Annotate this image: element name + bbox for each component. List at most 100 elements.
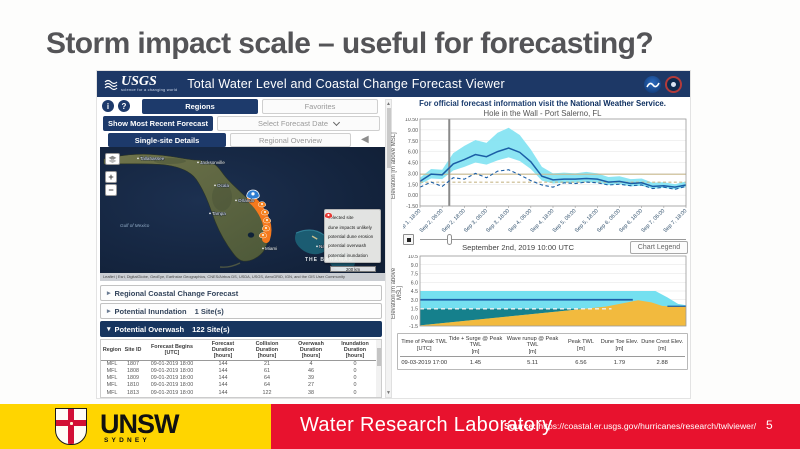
collapse-panel-arrow-icon[interactable]: ◀ [361,134,369,145]
overwash-site-pin[interactable] [261,225,271,232]
table-header-cell: Wave runup @ Peak TWL [m] [502,335,563,358]
footer-source: Source: https://coastal.er.usgs.gov/hurr… [504,421,756,431]
table-header-cell: Collision Duration [hours] [245,340,289,361]
source-url[interactable]: https://coastal.er.usgs.gov/hurricanes/r… [538,421,757,431]
x-tick-label: Sep 5, 06:00 [552,208,578,232]
noaa-logo-icon [644,75,661,93]
city-label: Ocala [217,183,229,188]
accordion-arrow-icon: ▾ [107,326,111,333]
tab-regions[interactable]: Regions [142,99,258,114]
show-most-recent-forecast-button[interactable]: Show Most Recent Forecast [103,116,213,131]
series-line [419,147,687,188]
x-tick-label: Sep 6, 18:00 [618,208,644,232]
beach-profile-chart: 10.5 9.0 7.5 6.0 4.5 3.0 1.5 0.0 -1.5 [408,255,687,329]
table-cell: 0 [353,382,357,389]
accordion-badge: 1 Site(s) [194,306,224,316]
footer-brand: Water Research Laboratory [300,414,553,436]
map-legend: selected site dune impacts unlikely potent… [324,209,381,263]
accordion-regional-coastal-change[interactable]: ▸ Regional Coastal Change Forecast [100,285,382,301]
overwash-site-pin[interactable] [258,232,268,239]
table-row[interactable]: MFL 1809 09-01-2019 18:00 144 64 39 0 [101,375,377,382]
zoom-in-button[interactable]: + [105,171,117,183]
overwash-site-pin[interactable] [257,201,267,208]
twl-timeseries-chart: 10.509.007.506.004.503.001.500.00-1.50Se… [403,118,688,232]
sites-table-body: MFL 1807 09-01-2019 18:00 144 21 4 0 MFL 1808 09-… [101,361,377,398]
table-row[interactable]: MFL 1810 09-01-2019 18:00 144 64 27 0 [101,382,377,390]
time-slider-handle[interactable] [447,234,452,245]
table-cell: 09-01-2019 18:00 [150,360,194,367]
unsw-logo-subtext: SYDNEY [104,437,150,444]
table-header-cell: Inundation Duration [hours] [333,340,377,361]
svg-text:10.50: 10.50 [405,118,418,123]
snapshot-timestamp: September 2nd, 2019 10:00 UTC [462,243,574,252]
app-title: Total Water Level and Coastal Change For… [187,77,505,91]
map[interactable]: Tallahassee Jacksonville Ocala Orlando Tampa… [100,147,385,281]
page-number: 5 [766,418,773,432]
lake-okeechobee [247,232,255,238]
selected-site-marker[interactable] [246,189,260,200]
overwash-site-pin[interactable] [260,209,270,216]
nws-link[interactable]: National Weather Service. [570,99,666,108]
table-header-cell: Dune Crest Elev. [m] [639,335,685,358]
accordion-potential-inundation[interactable]: ▸ Potential Inundation 1 Site(s) [100,303,382,319]
chart-legend-button[interactable]: Chart Legend [630,241,688,254]
left-panel-scrollbar[interactable]: ▲ ▼ [385,99,392,398]
scroll-down-icon[interactable]: ▼ [386,390,391,396]
stop-animation-button[interactable] [403,234,414,245]
overwash-site-pin[interactable] [262,217,272,224]
single-site-details-button[interactable]: Single-site Details [108,133,226,147]
table-row[interactable]: MFL 1808 09-01-2019 18:00 144 61 46 0 [101,368,377,375]
twl-viewer-app: USGS science for a changing world Total … [97,71,690,398]
svg-text:4.5: 4.5 [411,289,418,295]
layers-control[interactable] [105,153,120,165]
accordion-arrow-icon: ▸ [107,308,111,315]
table-row[interactable]: MFL181409-01-2019 18:0014450470 [101,397,377,398]
accordion-arrow-icon: ▸ [107,290,111,297]
map-attribution: Leaflet | Esri, DigitalGlobe, GeoEye, Ea… [100,273,385,281]
legend-label: potential overwash [328,243,367,249]
city-dot [262,247,264,250]
table-header-cell: Dune Toe Elev. [m] [599,335,640,358]
time-slider-track[interactable] [420,239,686,240]
scroll-up-icon[interactable]: ▲ [386,101,391,107]
x-tick-label: Sep 6, 06:00 [596,208,622,232]
table-header-cell: Time of Peak TWL [UTC] [400,335,449,358]
svg-text:0.00: 0.00 [408,193,418,199]
scrollbar-thumb[interactable] [387,108,391,168]
table-cell: MFL [106,375,118,382]
time-slider-row [403,234,688,246]
usgs-logo: USGS science for a changing world [104,74,177,92]
select-forecast-date-dropdown[interactable]: Select Forecast Date [217,116,380,131]
table-row[interactable]: MFL 1813 09-01-2019 18:00 144 122 38 0 [101,390,377,397]
table-cell: 0 [353,367,357,374]
table-row[interactable]: MFL 1807 09-01-2019 18:00 144 21 4 0 [101,361,377,369]
table-row[interactable]: 09-03-2019 17:00 1.45 5.11 6.56 1.79 2.88 [400,357,685,369]
series-line [419,169,687,190]
slide-title: Storm impact scale – useful for forecast… [46,27,654,60]
zoom-out-button[interactable]: − [105,184,117,196]
table-cell: 09-01-2019 18:00 [150,382,194,389]
table-cell: 1.79 [613,359,626,366]
tab-favorites[interactable]: Favorites [262,99,378,114]
table-cell: MFL [106,389,118,396]
table-header-cell: Forecast Duration [hours] [201,340,245,361]
table-header-cell: Region [101,340,123,361]
site-chart-title: Hole in the Wall - Port Salerno, FL [483,109,602,118]
site-markers[interactable] [246,189,272,239]
table-cell: 46 [308,367,314,374]
table-cell: 0 [353,375,357,382]
uncertainty-band [420,127,686,190]
table-cell: 27 [308,382,314,389]
x-tick-label: Sep 5, 18:00 [574,208,600,232]
info-button[interactable]: i [102,100,114,112]
table-header-cell: Overwash Duration [hours] [289,340,333,361]
accordion-potential-overwash[interactable]: ▾ Potential Overwash 122 Site(s) [100,321,382,337]
florida-keys [219,262,241,268]
sites-table-scrollbar[interactable] [376,340,381,397]
help-button[interactable]: ? [118,100,130,112]
table-cell: 64 [264,382,270,389]
regional-overview-button[interactable]: Regional Overview [230,133,351,147]
legend-pin-icon[interactable] [325,212,332,219]
accordion-label: Potential Overwash [114,324,185,334]
